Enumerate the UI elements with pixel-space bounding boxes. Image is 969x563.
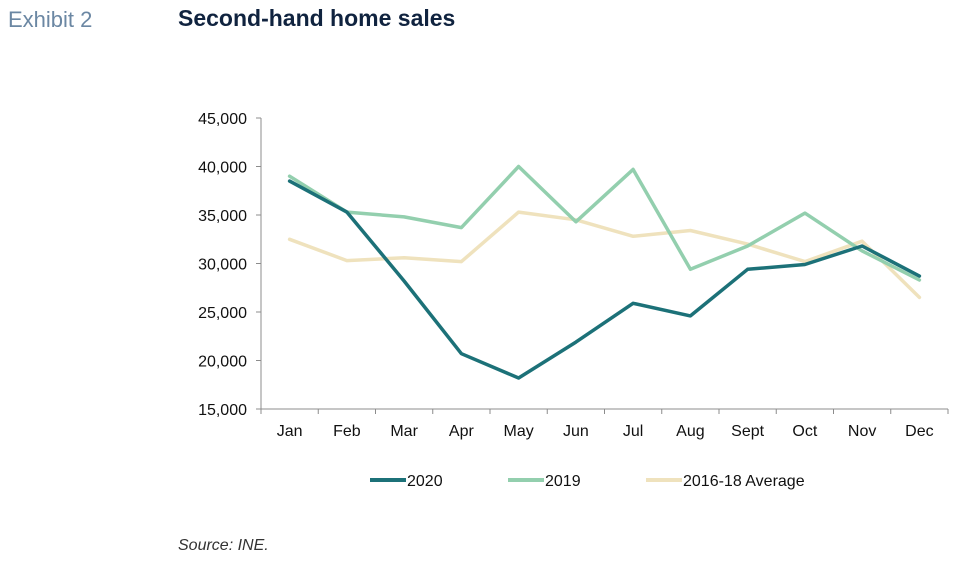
x-tick-label: Nov: [848, 423, 876, 440]
chart-series: [287, 164, 922, 380]
y-tick-label: 40,000: [198, 160, 247, 177]
y-tick-label: 20,000: [198, 354, 247, 371]
y-tick-label: 45,000: [198, 111, 247, 128]
y-tick-label: 15,000: [198, 402, 247, 419]
x-tick-label: Feb: [333, 423, 361, 440]
series-line-2016-18-average: [287, 210, 922, 300]
x-tick-label: Dec: [905, 423, 933, 440]
x-tick-label: Sept: [731, 423, 764, 440]
source-note: Source: INE.: [178, 537, 269, 554]
x-tick-label: Jun: [563, 423, 589, 440]
chart-axes: 15,000 20,000 25,000 30,000 35,000 40,000 45,0…: [198, 111, 949, 440]
x-tick-label: Aug: [676, 423, 704, 440]
x-tick-label: May: [504, 423, 534, 440]
legend-label: 2019: [545, 473, 581, 490]
series-line-2020: [287, 179, 922, 380]
chart-title: Second-hand home sales: [178, 5, 456, 31]
x-tick-label: Apr: [449, 423, 475, 440]
y-tick-label: 25,000: [198, 305, 247, 322]
x-tick-label: Mar: [390, 423, 418, 440]
chart-legend: 2020 2019 2016-18 Average: [370, 473, 805, 490]
series-line-2019: [287, 164, 922, 282]
x-tick-label: Oct: [792, 423, 817, 440]
x-tick-label: Jul: [623, 423, 643, 440]
x-tick-label: Jan: [277, 423, 303, 440]
y-tick-label: 30,000: [198, 257, 247, 274]
y-tick-label: 35,000: [198, 208, 247, 225]
legend-label: 2020: [407, 473, 443, 490]
line-chart: 15,000 20,000 25,000 30,000 35,000 40,000 45,0…: [198, 111, 949, 490]
exhibit-label: Exhibit 2: [8, 7, 93, 32]
legend-label: 2016-18 Average: [683, 473, 805, 490]
